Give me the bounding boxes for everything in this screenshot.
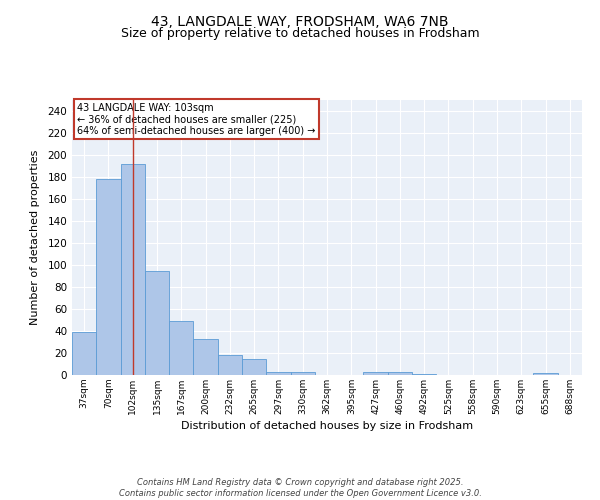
Bar: [218, 355, 242, 375]
Bar: [145, 270, 169, 375]
Bar: [169, 321, 193, 375]
Bar: [290, 372, 315, 375]
Bar: [388, 372, 412, 375]
Bar: [193, 338, 218, 375]
Y-axis label: Number of detached properties: Number of detached properties: [31, 150, 40, 325]
Bar: [72, 332, 96, 375]
Bar: [266, 372, 290, 375]
Text: 43 LANGDALE WAY: 103sqm
← 36% of detached houses are smaller (225)
64% of semi-d: 43 LANGDALE WAY: 103sqm ← 36% of detache…: [77, 103, 316, 136]
Bar: [412, 374, 436, 375]
Text: Size of property relative to detached houses in Frodsham: Size of property relative to detached ho…: [121, 28, 479, 40]
Text: 43, LANGDALE WAY, FRODSHAM, WA6 7NB: 43, LANGDALE WAY, FRODSHAM, WA6 7NB: [151, 15, 449, 29]
X-axis label: Distribution of detached houses by size in Frodsham: Distribution of detached houses by size …: [181, 421, 473, 431]
Bar: [533, 373, 558, 375]
Bar: [96, 179, 121, 375]
Text: Contains HM Land Registry data © Crown copyright and database right 2025.
Contai: Contains HM Land Registry data © Crown c…: [119, 478, 481, 498]
Bar: [364, 372, 388, 375]
Bar: [242, 358, 266, 375]
Bar: [121, 164, 145, 375]
